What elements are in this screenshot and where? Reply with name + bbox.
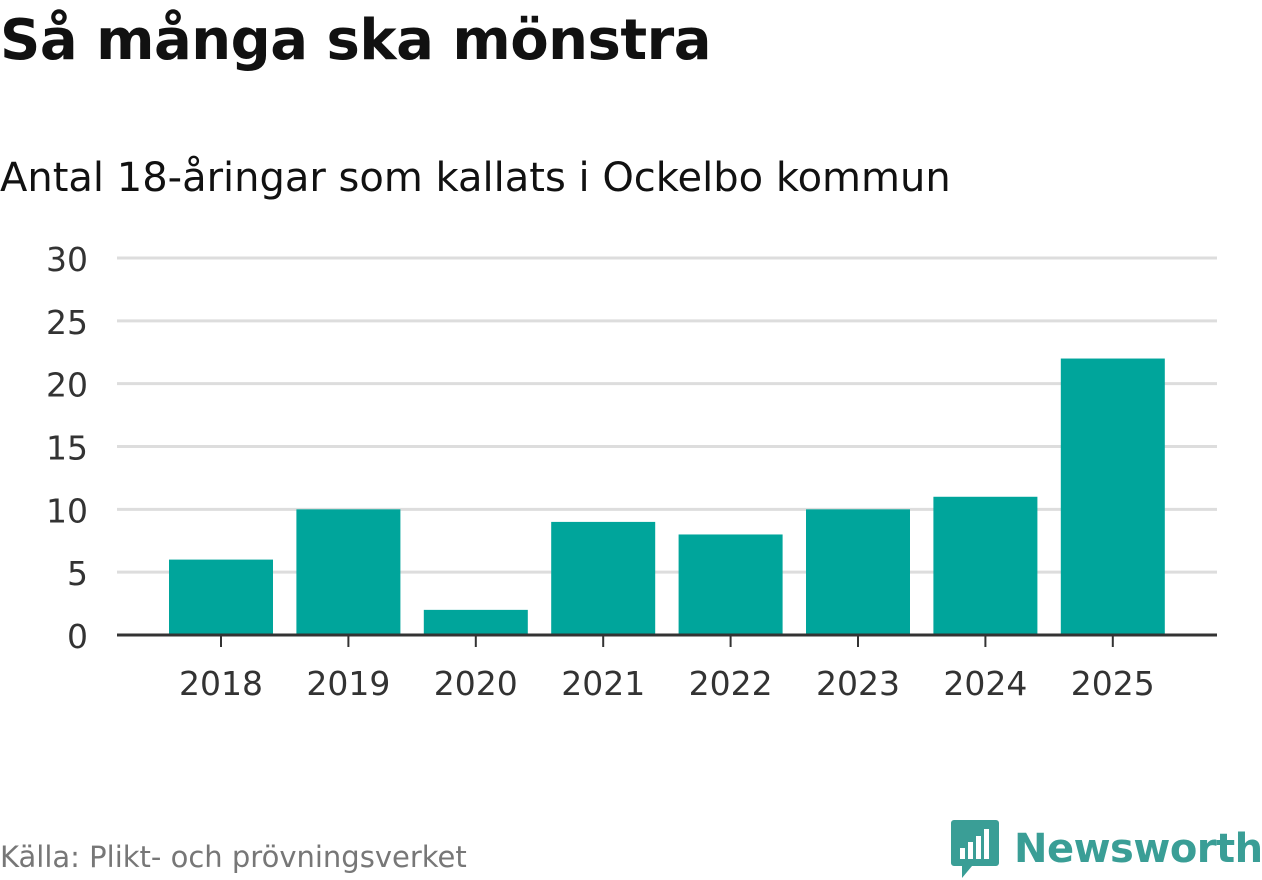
bar-2021[interactable] [551, 521, 656, 635]
bar-2024[interactable] [933, 496, 1038, 635]
brand-logo[interactable]: Newsworthy [950, 818, 1262, 880]
y-tick-label: 15 [46, 429, 88, 468]
y-tick-label: 25 [46, 303, 88, 342]
brand-name: Newsworthy [1014, 826, 1262, 872]
bar-2020[interactable] [423, 609, 528, 635]
x-tick-label: 2022 [689, 664, 773, 703]
y-tick-label: 20 [46, 366, 88, 405]
x-tick-label: 2024 [943, 664, 1027, 703]
chart-subtitle: Antal 18-åringar som kallats i Ockelbo k… [0, 155, 951, 201]
newsworthy-logo-icon [951, 820, 999, 878]
bars [169, 358, 1165, 635]
chart-title: Så många ska mönstra [0, 8, 712, 73]
bar-2025[interactable] [1060, 358, 1165, 635]
gridlines [117, 256, 1217, 574]
x-tick-label: 2021 [561, 664, 645, 703]
bar-2018[interactable] [169, 559, 273, 635]
x-tick-label: 2023 [816, 664, 900, 703]
bar-2022[interactable] [678, 534, 783, 635]
x-tick-label: 2018 [179, 664, 263, 703]
y-tick-label: 0 [67, 617, 88, 656]
x-tick-label: 2019 [306, 664, 390, 703]
x-tick-label: 2020 [434, 664, 518, 703]
x-tick-label: 2025 [1071, 664, 1155, 703]
bar-2019[interactable] [296, 509, 401, 635]
y-tick-label: 10 [46, 491, 88, 530]
y-tick-label: 5 [67, 554, 88, 593]
source-note: Källa: Plikt- och prövningsverket [0, 840, 467, 874]
y-tick-label: 30 [46, 240, 88, 279]
bar-2023[interactable] [806, 509, 910, 635]
